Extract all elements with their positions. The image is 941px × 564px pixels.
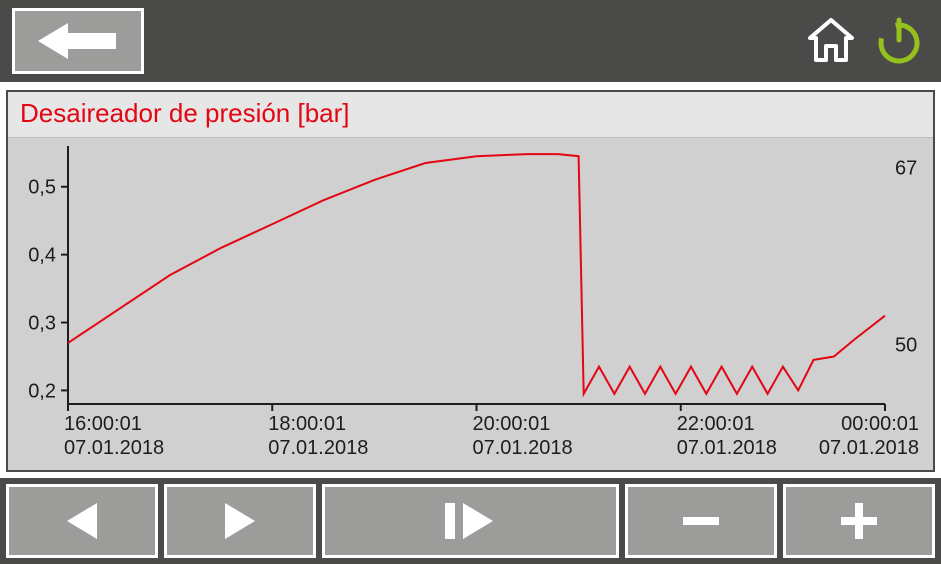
- svg-text:0,4: 0,4: [28, 245, 56, 267]
- svg-text:20:00:01: 20:00:01: [473, 413, 551, 435]
- back-button[interactable]: [12, 8, 144, 74]
- triangle-left-icon: [67, 503, 97, 539]
- svg-text:0,5: 0,5: [28, 177, 56, 199]
- power-button[interactable]: [869, 11, 929, 71]
- svg-text:22:00:01: 22:00:01: [677, 413, 755, 435]
- svg-text:07.01.2018: 07.01.2018: [64, 437, 164, 459]
- zoom-in-button[interactable]: [783, 484, 935, 558]
- svg-text:50: 50: [895, 334, 917, 356]
- svg-text:00:00:01: 00:00:01: [841, 413, 919, 435]
- chart-panel: Desaireador de presión [bar] 0,2 0,3 0,4 0,…: [6, 90, 935, 472]
- chart-container: Desaireador de presión [bar] 0,2 0,3 0,4 0,…: [0, 84, 941, 478]
- svg-text:67: 67: [895, 158, 917, 180]
- top-bar: [0, 0, 941, 84]
- power-icon: [874, 16, 924, 66]
- play-pause-icon: [445, 503, 495, 539]
- bottom-bar: [0, 478, 941, 564]
- home-button[interactable]: [801, 11, 861, 71]
- svg-text:07.01.2018: 07.01.2018: [677, 437, 777, 459]
- scroll-right-button[interactable]: [164, 484, 316, 558]
- svg-text:07.01.2018: 07.01.2018: [473, 437, 573, 459]
- triangle-right-icon: [225, 503, 255, 539]
- home-icon: [806, 16, 856, 66]
- svg-text:07.01.2018: 07.01.2018: [268, 437, 368, 459]
- arrow-left-icon: [38, 21, 118, 61]
- chart-plot-area: 0,20,30,40,5675016:00:0107.01.201818:00:…: [8, 138, 933, 470]
- zoom-out-button[interactable]: [625, 484, 777, 558]
- svg-text:07.01.2018: 07.01.2018: [819, 437, 919, 459]
- svg-text:18:00:01: 18:00:01: [268, 413, 346, 435]
- minus-icon: [679, 499, 723, 543]
- plus-icon: [837, 499, 881, 543]
- svg-text:16:00:01: 16:00:01: [64, 413, 142, 435]
- svg-text:0,3: 0,3: [28, 313, 56, 335]
- svg-text:0,2: 0,2: [28, 380, 56, 402]
- chart-title: Desaireador de presión [bar]: [8, 92, 933, 138]
- scroll-left-button[interactable]: [6, 484, 158, 558]
- play-pause-button[interactable]: [322, 484, 620, 558]
